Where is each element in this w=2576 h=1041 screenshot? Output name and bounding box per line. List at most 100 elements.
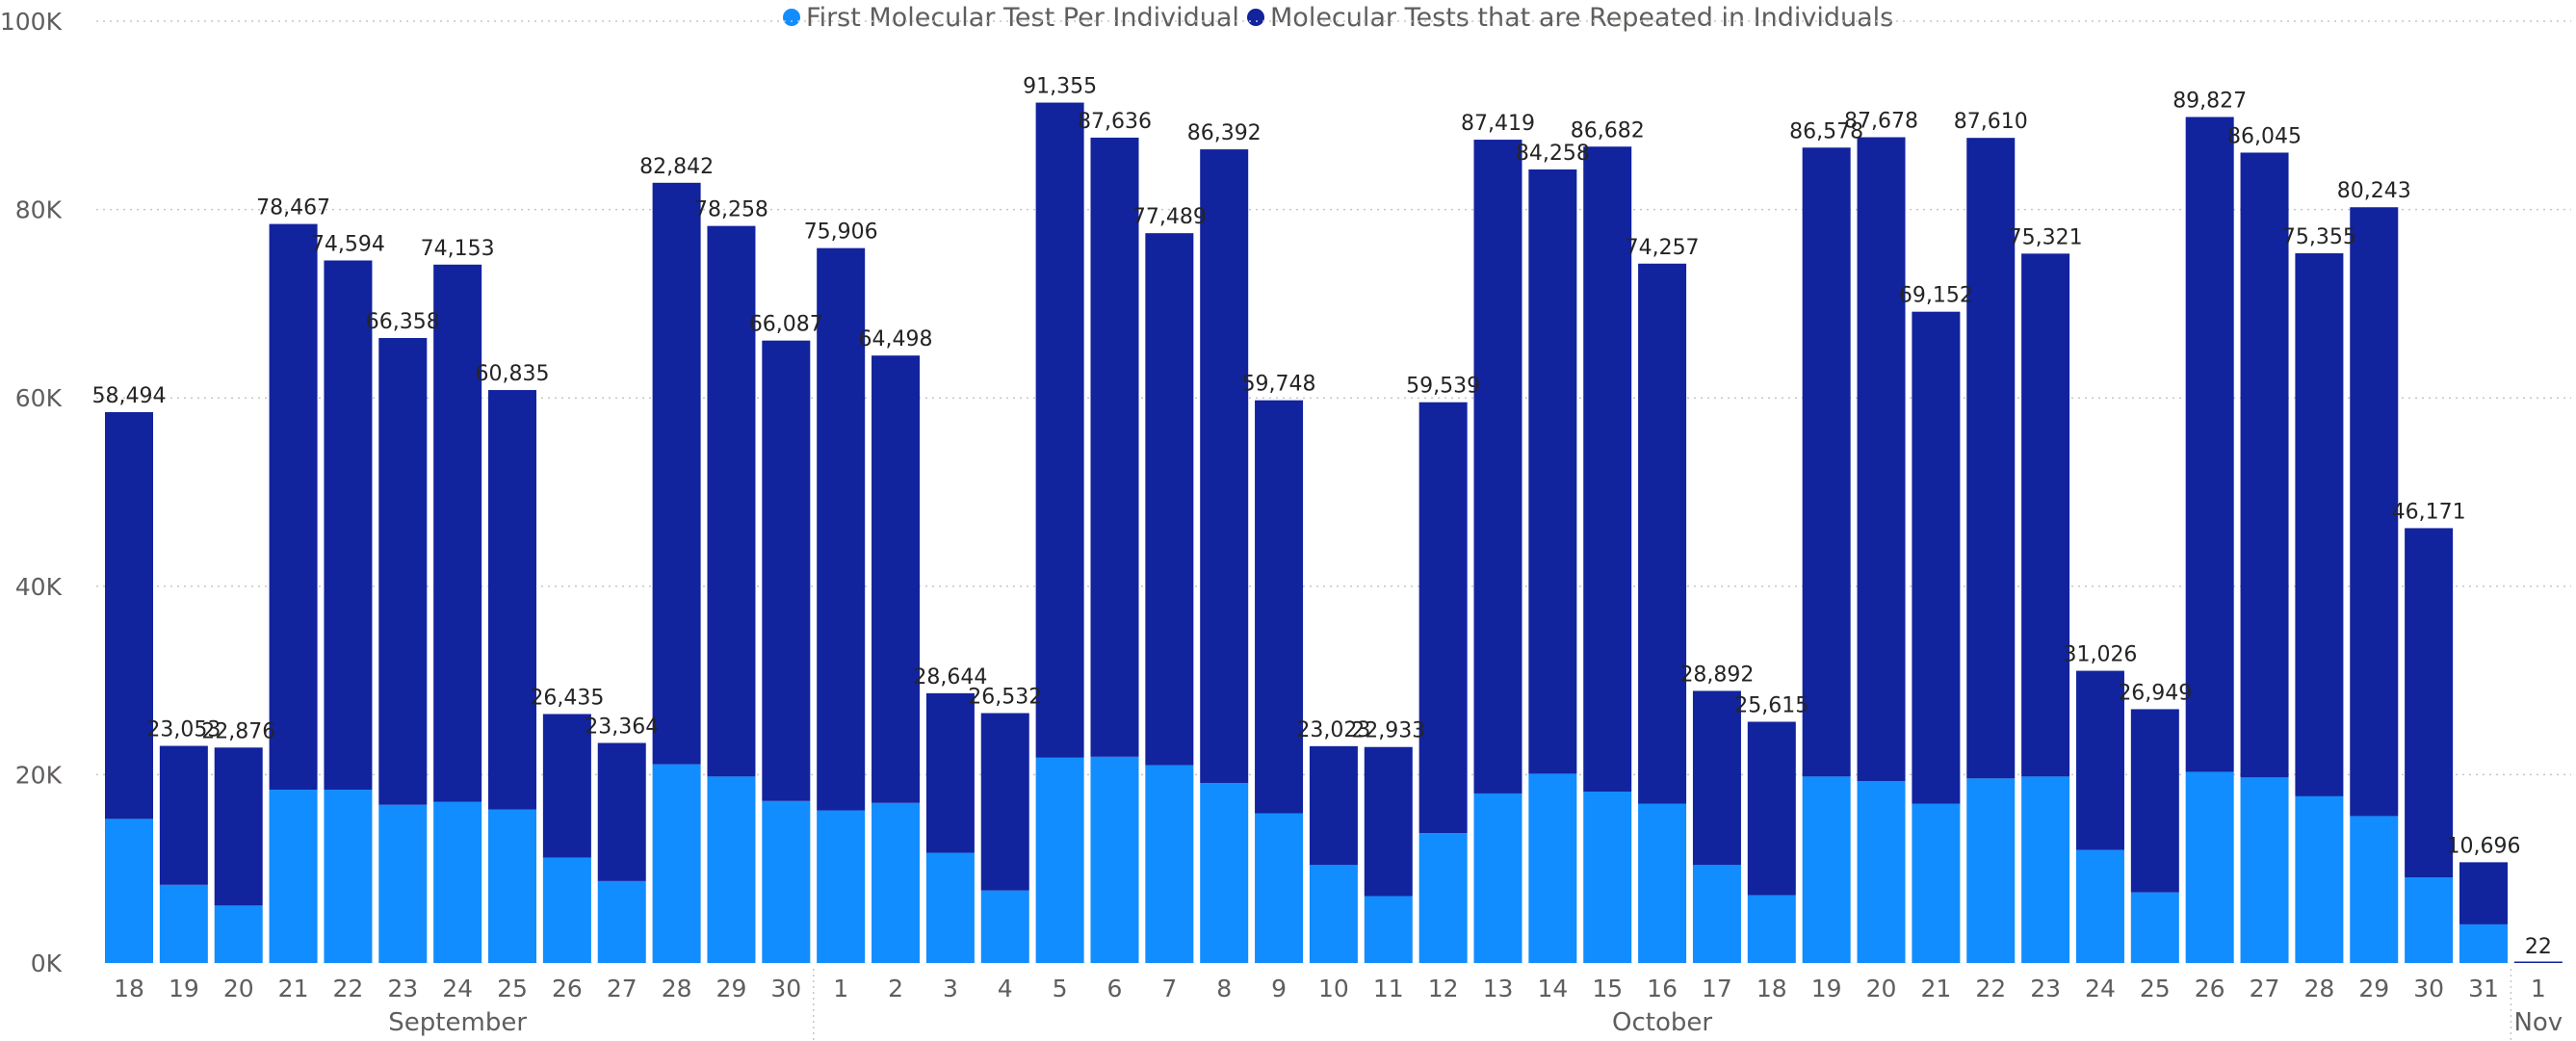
bar-first-test: [2405, 877, 2454, 963]
bar-repeated-test: [433, 264, 482, 802]
bar-first-test: [2185, 771, 2234, 963]
data-label: 26,949: [2118, 681, 2192, 705]
month-label: October: [1612, 1008, 1712, 1037]
x-tick-label: 19: [1811, 975, 1842, 1002]
bar-first-test: [652, 764, 701, 963]
bar-first-test: [980, 890, 1029, 963]
x-tick-label: 8: [1216, 975, 1232, 1002]
bar-first-test: [542, 857, 591, 963]
bar-first-test: [1473, 793, 1522, 963]
x-tick-label: 12: [1428, 975, 1459, 1002]
bar-repeated-test: [925, 692, 975, 853]
bar-repeated-test: [269, 223, 318, 791]
bar-repeated-test: [817, 247, 866, 811]
y-tick-label: 80K: [15, 196, 63, 224]
x-tick-label: 18: [114, 975, 144, 1002]
data-label: 25,615: [1734, 693, 1808, 717]
x-tick-label: 6: [1107, 975, 1123, 1002]
bar-first-test: [1912, 803, 1961, 963]
bar-first-test: [1418, 833, 1468, 963]
x-tick-label: 22: [333, 975, 364, 1002]
bar-repeated-test: [1857, 137, 1906, 782]
bar-first-test: [433, 801, 482, 963]
bar-first-test: [2130, 892, 2179, 963]
x-tick-label: 1: [833, 975, 848, 1002]
x-tick-label: 20: [223, 975, 254, 1002]
data-label: 78,258: [694, 198, 768, 222]
bar-repeated-test: [1473, 140, 1522, 794]
bar-repeated-test: [488, 390, 537, 810]
bar-first-test: [159, 884, 208, 963]
x-tick-label: 31: [2468, 975, 2499, 1002]
bar-repeated-test: [1364, 746, 1413, 897]
data-label: 22,933: [1351, 719, 1425, 743]
data-label: 86,578: [1789, 119, 1863, 143]
bar-repeated-test: [980, 713, 1029, 891]
data-label: 22,876: [201, 719, 275, 743]
y-axis: 0K 20K 40K 60K 80K 100K: [0, 8, 63, 977]
bar-first-test: [762, 800, 811, 963]
data-label: 23,053: [146, 718, 221, 742]
bar-first-test: [1200, 783, 1249, 963]
bar-first-test: [817, 810, 866, 963]
x-tick-label: 4: [998, 975, 1013, 1002]
x-tick-label: 27: [2250, 975, 2280, 1002]
data-label: 91,355: [1023, 75, 1097, 99]
x-tick-label: 2: [888, 975, 903, 1002]
bar-repeated-test: [1747, 721, 1796, 896]
data-label: 23,023: [1296, 718, 1370, 742]
data-label: 58,494: [92, 384, 167, 408]
bar-repeated-test: [2021, 253, 2070, 777]
data-label: 74,153: [421, 237, 495, 261]
x-tick-label: 11: [1373, 975, 1404, 1002]
data-label: 75,321: [2009, 225, 2083, 249]
legend-marker-repeated: [1247, 9, 1264, 26]
y-tick-label: 20K: [15, 761, 63, 789]
bar-first-test: [1638, 803, 1687, 963]
bar-repeated-test: [762, 340, 811, 801]
bar-repeated-test: [2459, 862, 2508, 924]
bar-repeated-test: [872, 355, 921, 803]
data-label: 10,696: [2446, 834, 2520, 858]
x-tick-label: 25: [2140, 975, 2171, 1002]
data-label: 66,358: [366, 310, 440, 334]
data-label: 64,498: [859, 327, 933, 351]
bar-repeated-test: [1966, 138, 2016, 779]
data-label: 69,152: [1899, 284, 1973, 308]
x-tick-label: 29: [2358, 975, 2389, 1002]
x-tick-label: 23: [2030, 975, 2061, 1002]
data-label: 60,835: [476, 362, 550, 386]
bar-repeated-test: [1802, 147, 1851, 777]
bar-first-test: [597, 880, 646, 963]
data-label: 86,392: [1187, 121, 1262, 145]
bar-first-test: [214, 905, 263, 963]
bar-first-test: [2240, 777, 2289, 963]
data-label: 23,364: [585, 716, 659, 740]
bar-repeated-test: [1692, 690, 1741, 866]
month-label: Nov: [2513, 1008, 2563, 1037]
bar-repeated-test: [2240, 152, 2289, 778]
bar-repeated-test: [542, 714, 591, 858]
x-tick-label: 9: [1271, 975, 1287, 1002]
x-tick-label: 1: [2531, 975, 2546, 1002]
data-label: 82,842: [639, 155, 714, 179]
bar-repeated-test: [2130, 709, 2179, 893]
bar-repeated-test: [378, 338, 428, 805]
x-tick-label: 13: [1483, 975, 1514, 1002]
y-tick-label: 100K: [0, 8, 63, 36]
x-tick-label: 17: [1702, 975, 1732, 1002]
x-tick-label: 15: [1592, 975, 1623, 1002]
x-tick-label: 24: [442, 975, 473, 1002]
data-label: 59,539: [1406, 375, 1480, 399]
bar-repeated-test: [707, 225, 756, 777]
bar-first-test: [1747, 895, 1796, 963]
bar-first-test: [1090, 756, 1139, 963]
data-label: 28,892: [1679, 663, 1754, 687]
x-tick-label: 3: [943, 975, 958, 1002]
x-tick-label: 26: [2195, 975, 2225, 1002]
bar-repeated-test: [1912, 311, 1961, 804]
data-label: 74,594: [311, 232, 385, 256]
data-label: 26,532: [968, 686, 1042, 710]
data-label: 84,258: [1516, 142, 1590, 166]
